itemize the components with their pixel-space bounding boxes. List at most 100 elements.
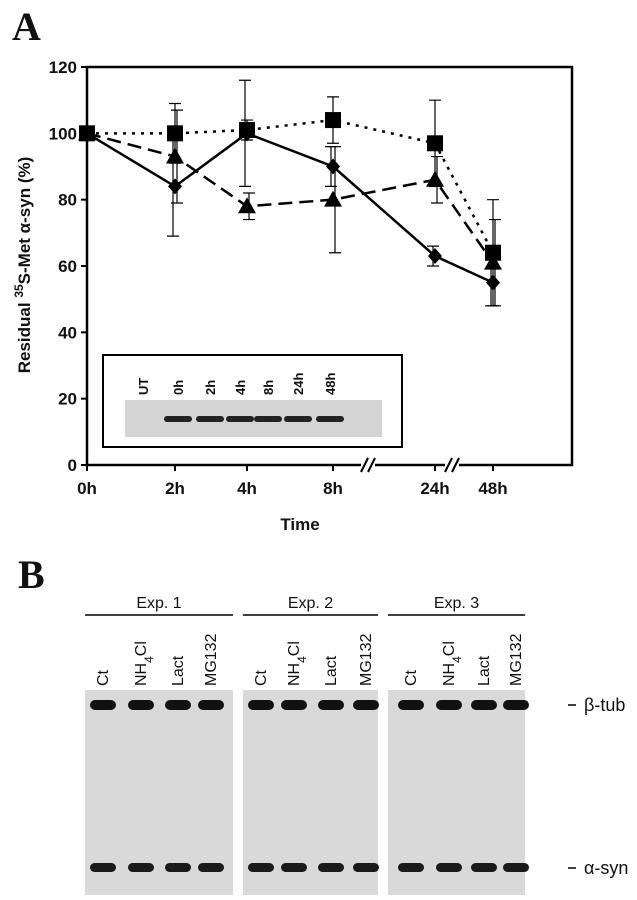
lane-label: Ct — [95, 669, 112, 686]
inset-lane-label: 48h — [323, 373, 338, 395]
lane-label: MG132 — [508, 633, 525, 686]
x-tick-label: 0h — [77, 479, 97, 498]
band — [128, 700, 154, 710]
marker — [238, 197, 256, 214]
series-line — [86, 131, 494, 284]
group-title: Exp. 1 — [136, 595, 181, 612]
lane-label-part: Ct — [95, 669, 112, 686]
lane-label-part: Lact — [323, 655, 340, 686]
lane-label-part: MG132 — [358, 633, 375, 686]
y-tick-label: 40 — [58, 323, 77, 342]
y-tick-label: 60 — [58, 257, 77, 276]
band — [471, 863, 497, 872]
x-tick-label: 48h — [478, 479, 507, 498]
lane-label-part: 4 — [295, 656, 309, 663]
x-tick-label: 2h — [165, 479, 185, 498]
marker — [426, 170, 444, 187]
inset-lane-label: 0h — [171, 380, 186, 395]
marker — [326, 158, 340, 175]
marker — [168, 178, 182, 195]
lane-label-part: Cl — [286, 641, 303, 656]
x-axis-label: Time — [280, 515, 319, 534]
series-line — [87, 118, 495, 254]
y-tick-label: 80 — [58, 191, 77, 210]
band — [353, 700, 379, 710]
group-title: Exp. 3 — [434, 595, 479, 612]
lane-label: Ct — [253, 669, 270, 686]
blot-panel — [243, 690, 378, 895]
band — [248, 700, 274, 710]
marker — [324, 190, 342, 207]
band — [503, 700, 529, 710]
panel-letter: B — [18, 552, 45, 597]
group-title: Exp. 2 — [288, 595, 333, 612]
y-label-part: 35 — [12, 284, 26, 298]
band — [281, 863, 307, 872]
band — [165, 700, 191, 710]
lane-label: Lact — [476, 655, 493, 686]
x-tick-label: 4h — [237, 479, 257, 498]
band — [198, 863, 224, 872]
band — [436, 863, 462, 872]
series-line — [86, 132, 495, 264]
y-tick-label: 20 — [58, 390, 77, 409]
inset-lane-label: UT — [136, 378, 151, 395]
band — [318, 863, 344, 872]
inset-band — [196, 416, 224, 422]
band-label: β-tub — [584, 695, 625, 715]
marker — [78, 124, 96, 141]
lane-label-part: Ct — [403, 669, 420, 686]
lane-label: NH4Cl — [286, 641, 309, 686]
lane-label-part: NH — [133, 663, 150, 686]
inset-band — [254, 416, 282, 422]
inset-band — [316, 416, 344, 422]
lane-label: MG132 — [203, 633, 220, 686]
marker — [239, 122, 255, 139]
band — [90, 863, 116, 872]
lane-label-part: Cl — [441, 641, 458, 656]
y-tick-label: 0 — [68, 456, 77, 475]
band — [165, 863, 191, 872]
y-label-part: Residual — [15, 298, 34, 374]
blot-panel — [388, 690, 525, 895]
y-axis-label: Residual 35S-Met α-syn (%) — [12, 157, 34, 374]
band — [398, 863, 424, 872]
marker — [325, 112, 341, 129]
lane-label: Ct — [403, 669, 420, 686]
lane-label: NH4Cl — [441, 641, 464, 686]
marker — [428, 248, 442, 265]
lane-label-part: Ct — [253, 669, 270, 686]
lane-label: Lact — [170, 655, 187, 686]
lane-label-part: 4 — [450, 656, 464, 663]
band — [281, 700, 307, 710]
band — [353, 863, 379, 872]
band — [318, 700, 344, 710]
marker — [167, 125, 183, 142]
y-tick-label: 100 — [49, 124, 77, 143]
inset-lane-label: 4h — [233, 380, 248, 395]
panel-letter: A — [12, 4, 41, 49]
inset-lane-label: 24h — [291, 373, 306, 395]
inset-band — [164, 416, 192, 422]
band — [503, 863, 529, 872]
band-label: α-syn — [584, 858, 628, 878]
x-tick-label: 24h — [420, 479, 449, 498]
marker — [166, 147, 184, 164]
axis-break — [360, 455, 460, 475]
inset-band — [226, 416, 254, 422]
lane-label-part: NH — [441, 663, 458, 686]
lane-label-part: 4 — [142, 656, 156, 663]
band — [90, 700, 116, 710]
lane-label-part: Lact — [476, 655, 493, 686]
blot-panel — [85, 690, 233, 895]
lane-label-part: Lact — [170, 655, 187, 686]
y-label-part: S-Met α-syn (%) — [15, 157, 34, 285]
lane-label-part: MG132 — [508, 633, 525, 686]
inset-lane-label: 2h — [203, 380, 218, 395]
band — [248, 863, 274, 872]
band — [436, 700, 462, 710]
inset-lane-label: 8h — [261, 380, 276, 395]
band — [471, 700, 497, 710]
y-tick-label: 120 — [49, 58, 77, 77]
